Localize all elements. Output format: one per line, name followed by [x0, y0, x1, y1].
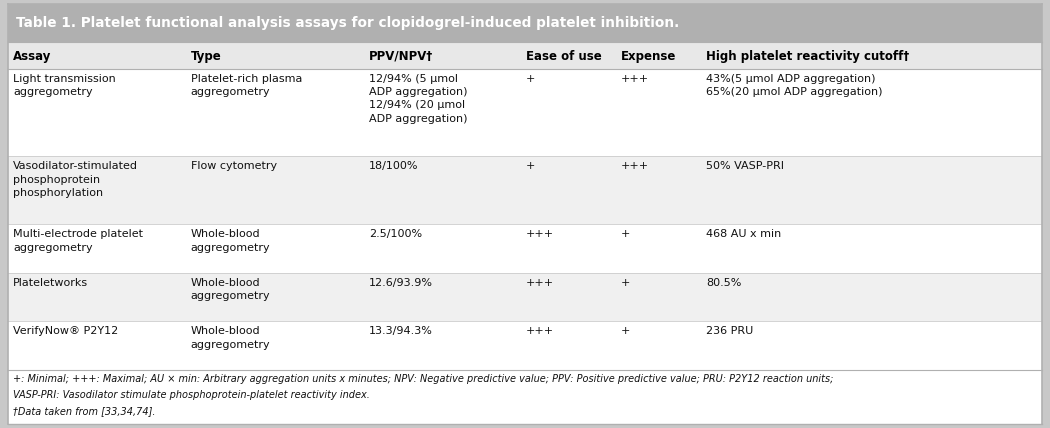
Text: 468 AU x min: 468 AU x min [706, 229, 781, 239]
Text: Multi-electrode platelet
aggregometry: Multi-electrode platelet aggregometry [13, 229, 143, 253]
Text: Whole-blood
aggregometry: Whole-blood aggregometry [191, 229, 271, 253]
Text: Expense: Expense [621, 50, 676, 62]
Text: 43%(5 μmol ADP aggregation)
65%(20 μmol ADP aggregation): 43%(5 μmol ADP aggregation) 65%(20 μmol … [706, 74, 882, 97]
Text: Flow cytometry: Flow cytometry [191, 161, 277, 171]
Text: 2.5/100%: 2.5/100% [369, 229, 422, 239]
Text: VASP-PRI: Vasodilator stimulate phosphoprotein-platelet reactivity index.: VASP-PRI: Vasodilator stimulate phosphop… [13, 390, 370, 400]
Bar [8, 4, 1042, 42]
Text: 12.6/93.9%: 12.6/93.9% [369, 278, 433, 288]
Text: Platelet-rich plasma
aggregometry: Platelet-rich plasma aggregometry [191, 74, 302, 97]
Text: Plateletworks: Plateletworks [13, 278, 88, 288]
Bar [8, 156, 1042, 224]
Text: †Data taken from [33,34,74].: †Data taken from [33,34,74]. [13, 406, 155, 416]
Text: +: + [526, 74, 536, 84]
Text: VerifyNow® P2Y12: VerifyNow® P2Y12 [13, 327, 119, 336]
Bar [8, 224, 1042, 273]
Text: +: + [621, 278, 630, 288]
Text: Whole-blood
aggregometry: Whole-blood aggregometry [191, 278, 271, 301]
Bar [8, 370, 1042, 424]
Text: 13.3/94.3%: 13.3/94.3% [369, 327, 433, 336]
Text: High platelet reactivity cutoff†: High platelet reactivity cutoff† [706, 50, 909, 62]
Text: 80.5%: 80.5% [706, 278, 741, 288]
Bar [8, 69, 1042, 156]
Text: Assay: Assay [13, 50, 51, 62]
Bar [8, 321, 1042, 370]
Text: 236 PRU: 236 PRU [706, 327, 753, 336]
Bar [8, 43, 1042, 69]
Text: +: + [526, 161, 536, 171]
Text: Light transmission
aggregometry: Light transmission aggregometry [13, 74, 116, 97]
Text: +++: +++ [526, 229, 554, 239]
Text: +: + [621, 229, 630, 239]
Text: PPV/NPV†: PPV/NPV† [369, 50, 433, 62]
Text: 12/94% (5 μmol
ADP aggregation)
12/94% (20 μmol
ADP aggregation): 12/94% (5 μmol ADP aggregation) 12/94% (… [369, 74, 467, 124]
Text: +++: +++ [526, 327, 554, 336]
Text: +++: +++ [526, 278, 554, 288]
Text: Whole-blood
aggregometry: Whole-blood aggregometry [191, 327, 271, 350]
Text: 50% VASP-PRI: 50% VASP-PRI [706, 161, 783, 171]
Text: Type: Type [191, 50, 222, 62]
Text: Table 1. Platelet functional analysis assays for clopidogrel-induced platelet in: Table 1. Platelet functional analysis as… [16, 16, 679, 30]
Text: Vasodilator-stimulated
phosphoprotein
phosphorylation: Vasodilator-stimulated phosphoprotein ph… [13, 161, 138, 198]
Text: +++: +++ [621, 161, 649, 171]
Text: +: + [621, 327, 630, 336]
Text: Ease of use: Ease of use [526, 50, 602, 62]
Text: +++: +++ [621, 74, 649, 84]
Text: 18/100%: 18/100% [369, 161, 418, 171]
Bar [8, 273, 1042, 321]
Text: +: Minimal; +++: Maximal; AU × min: Arbitrary aggregation units x minutes; NPV: : +: Minimal; +++: Maximal; AU × min: Arbi… [13, 374, 834, 384]
